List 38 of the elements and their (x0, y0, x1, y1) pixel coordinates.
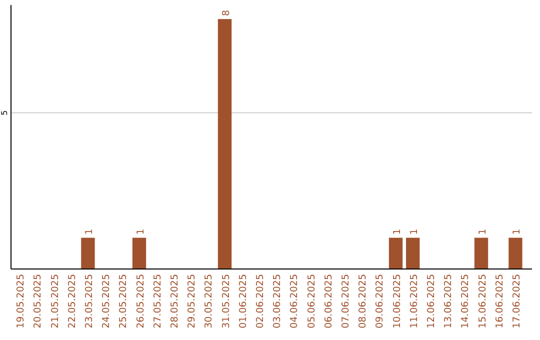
x-tick-label: 15.06.2025 (477, 274, 488, 328)
x-tick-label: 05.06.2025 (306, 274, 318, 328)
x-tick-label: 20.05.2025 (32, 274, 44, 328)
x-tick-label: 14.06.2025 (460, 274, 472, 328)
x-tick-label: 08.06.2025 (358, 274, 369, 328)
x-tick-label: 12.06.2025 (426, 274, 437, 328)
x-tick-label: 17.06.2025 (511, 274, 522, 328)
x-tick-label: 31.05.2025 (220, 274, 232, 328)
x-tick-label: 10.06.2025 (392, 274, 403, 328)
x-tick-label: 24.05.2025 (101, 274, 112, 328)
data-label: 1 (477, 228, 488, 235)
x-tick-label: 16.06.2025 (494, 274, 506, 328)
x-tick-label: 19.05.2025 (16, 274, 27, 328)
data-label: 1 (135, 228, 146, 235)
x-tick-label: 30.05.2025 (204, 274, 215, 328)
x-tick-label: 09.06.2025 (374, 274, 386, 328)
x-tick-label: 03.06.2025 (272, 274, 284, 328)
x-tick-label: 13.06.2025 (443, 274, 454, 328)
x-tick-label: 23.05.2025 (84, 274, 95, 328)
x-tick-label: 22.05.2025 (66, 274, 78, 328)
x-tick-label: 25.05.2025 (118, 274, 130, 328)
data-label: 8 (220, 10, 232, 16)
x-tick-label: 29.05.2025 (186, 274, 198, 328)
x-tick-label: 28.05.2025 (169, 274, 180, 328)
x-tick-label: 06.06.2025 (323, 274, 334, 328)
data-label: 1 (84, 228, 95, 235)
x-tick-label: 04.06.2025 (289, 274, 300, 328)
x-tick-label: 01.06.2025 (238, 274, 249, 328)
data-label: 1 (511, 228, 522, 235)
y-tick-label: 5 (0, 110, 9, 116)
x-tick-label: 26.05.2025 (135, 274, 146, 328)
x-tick-label: 21.05.2025 (50, 274, 61, 328)
data-label: 1 (408, 228, 420, 235)
data-label: 1 (392, 228, 403, 235)
x-tick-label: 02.06.2025 (254, 274, 266, 328)
x-tick-label: 27.05.2025 (152, 274, 164, 328)
x-tick-label: 11.06.2025 (408, 274, 420, 328)
x-tick-label: 07.06.2025 (340, 274, 352, 328)
